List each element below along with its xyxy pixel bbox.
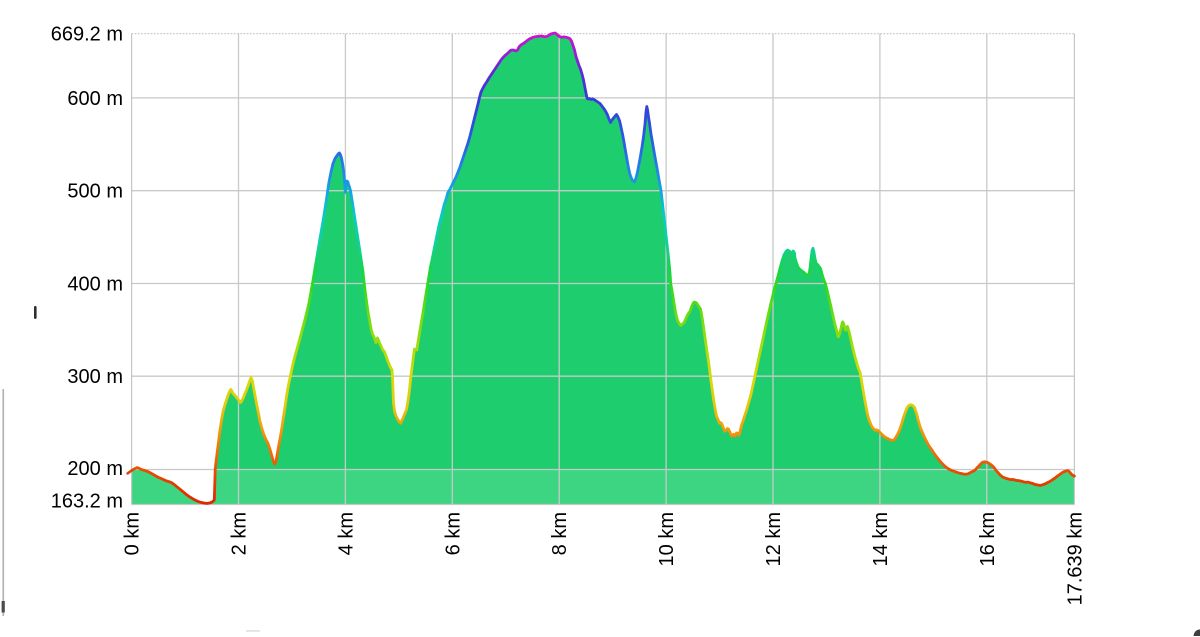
svg-text:10 km: 10 km (656, 512, 678, 566)
svg-text:600 m: 600 m (67, 88, 123, 110)
svg-text:2 km: 2 km (229, 512, 251, 555)
svg-text:400 m: 400 m (67, 274, 123, 296)
svg-text:4 km: 4 km (335, 512, 357, 555)
svg-text:669.2 m: 669.2 m (51, 24, 123, 46)
svg-text:200 m: 200 m (67, 458, 123, 480)
svg-text:6 km: 6 km (442, 512, 464, 555)
svg-text:14 km: 14 km (870, 512, 892, 566)
svg-text:500 m: 500 m (67, 181, 123, 203)
svg-text:300 m: 300 m (67, 366, 123, 388)
svg-text:0 km: 0 km (122, 512, 144, 555)
svg-text:17.639 km: 17.639 km (1064, 512, 1086, 605)
svg-text:16 km: 16 km (977, 512, 999, 566)
svg-text:12 km: 12 km (763, 512, 785, 566)
svg-text:8 km: 8 km (549, 512, 571, 555)
svg-text:163.2 m: 163.2 m (51, 491, 123, 513)
